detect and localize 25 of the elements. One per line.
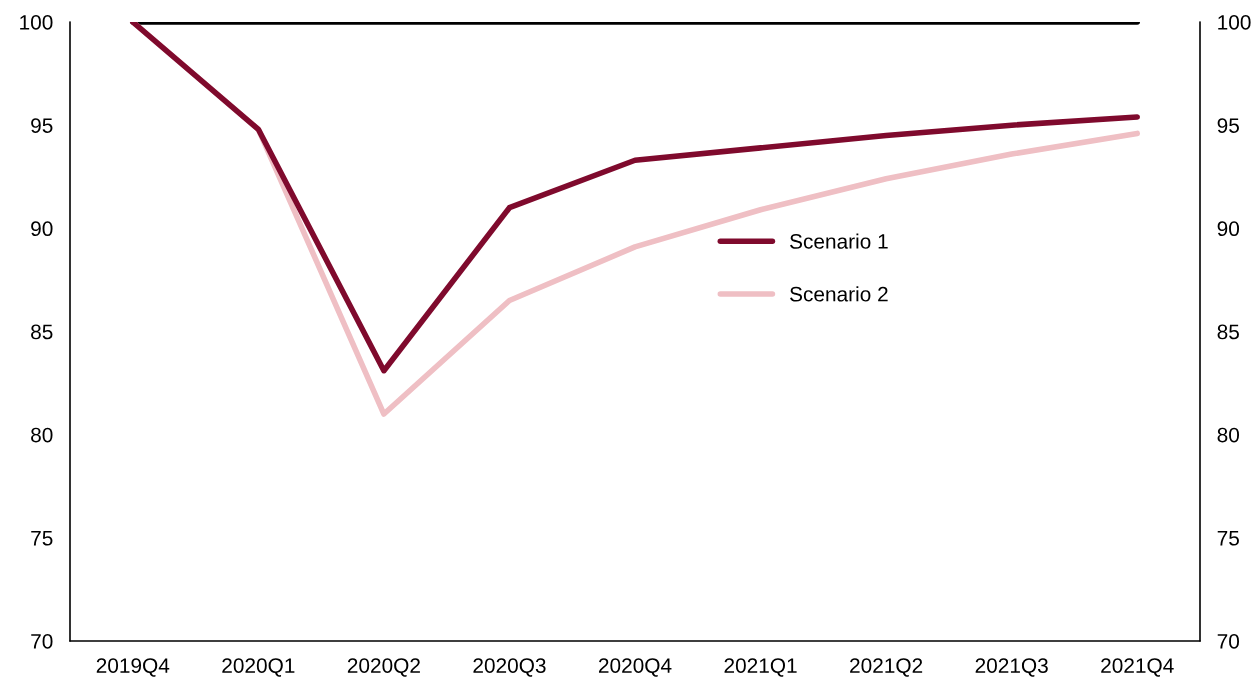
x-tick-label: 2021Q1	[724, 658, 797, 677]
x-tick-label: 2020Q3	[473, 658, 546, 677]
y2-tick-label: 75	[1217, 531, 1239, 546]
y-tick-label: 75	[31, 531, 53, 546]
y-tick-label: 85	[31, 324, 53, 340]
x-tick-label: 2021Q2	[850, 658, 923, 677]
legend-label: Scenario 1	[790, 233, 888, 249]
y2-tick-label: 95	[1217, 118, 1239, 133]
y2-tick-label: 100	[1218, 15, 1251, 30]
y-tick-label: 70	[31, 634, 53, 649]
x-tick-label: 2021Q3	[975, 658, 1048, 677]
y-tick-label: 80	[31, 427, 53, 443]
y2-tick-label: 70	[1217, 634, 1240, 649]
y2-tick-label: 80	[1217, 427, 1240, 443]
legend-label: Scenario 2	[790, 286, 888, 302]
y-tick-label: 90	[31, 221, 53, 237]
x-tick-label: 2020Q4	[598, 658, 672, 677]
y-tick-label: 95	[31, 118, 53, 133]
y-tick-label: 100	[20, 15, 53, 30]
x-tick-label: 2019Q4	[96, 658, 170, 677]
y2-tick-label: 90	[1217, 221, 1240, 237]
y2-tick-label: 85	[1217, 324, 1239, 340]
x-tick-label: 2020Q2	[347, 658, 420, 677]
x-tick-label: 2020Q1	[222, 658, 295, 677]
x-tick-label: 2021Q4	[1101, 658, 1174, 677]
